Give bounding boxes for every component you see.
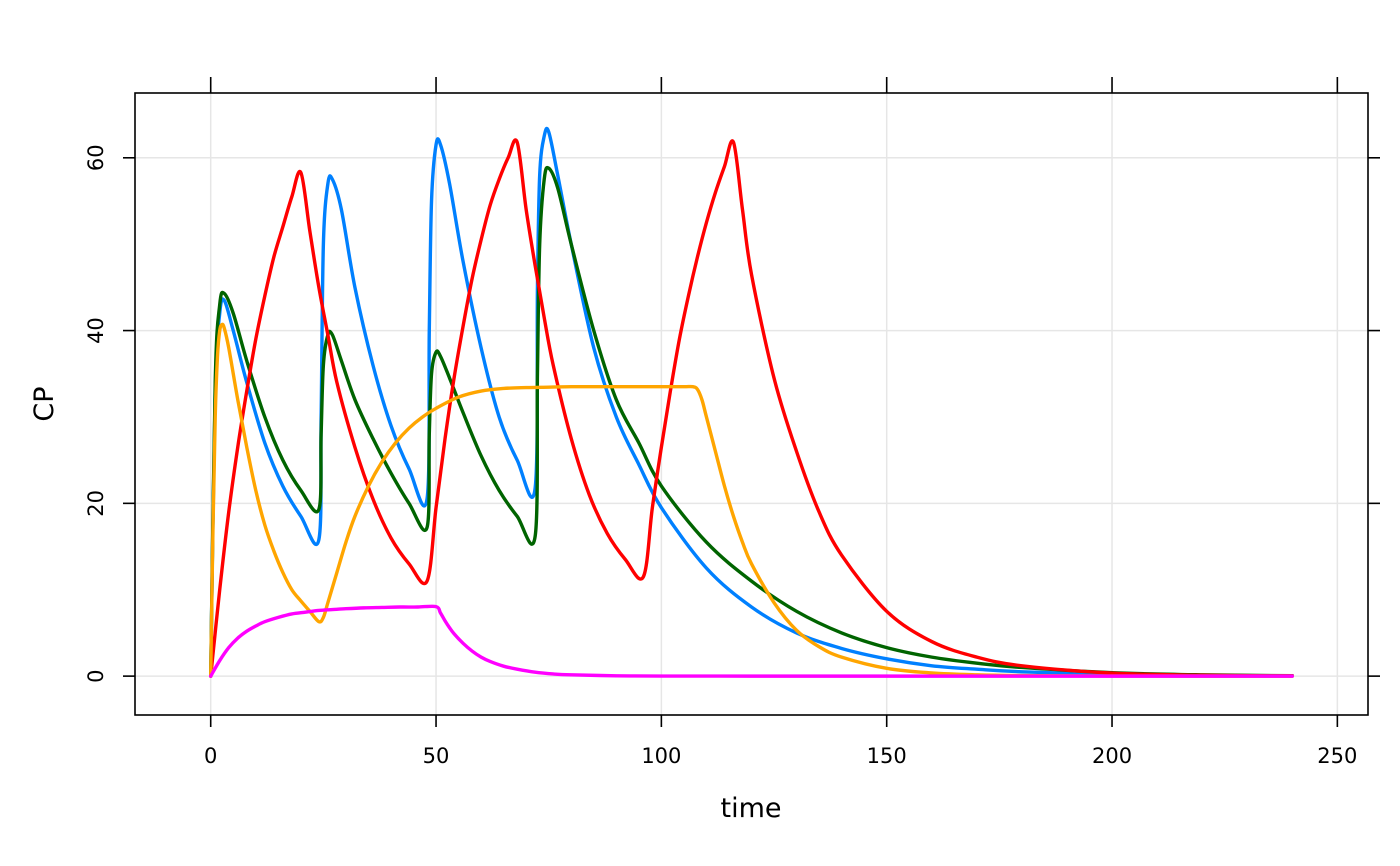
series-line-magenta bbox=[209, 604, 1294, 678]
series-line-green bbox=[209, 165, 1294, 678]
series-lines bbox=[209, 126, 1294, 678]
y-tick-label: 0 bbox=[84, 669, 108, 682]
x-tick-label: 250 bbox=[1317, 744, 1357, 768]
axis-ticks: 0 50 100 150 200 250 0 20 40 60 bbox=[84, 77, 1380, 768]
series-line-orange bbox=[209, 322, 1294, 678]
plot-frame bbox=[134, 92, 1369, 716]
y-tick-label: 40 bbox=[84, 317, 108, 344]
x-tick-label: 200 bbox=[1092, 744, 1132, 768]
x-axis-title: time bbox=[720, 793, 781, 824]
x-tick-label: 50 bbox=[423, 744, 450, 768]
x-tick-label: 100 bbox=[641, 744, 681, 768]
y-tick-label: 60 bbox=[84, 144, 108, 171]
series-line-red bbox=[209, 138, 1294, 678]
x-tick-label: 0 bbox=[204, 744, 217, 768]
series-line-blue bbox=[209, 126, 1294, 678]
x-tick-label: 150 bbox=[867, 744, 907, 768]
y-axis-title: CP bbox=[29, 386, 60, 421]
y-tick-label: 20 bbox=[84, 490, 108, 517]
